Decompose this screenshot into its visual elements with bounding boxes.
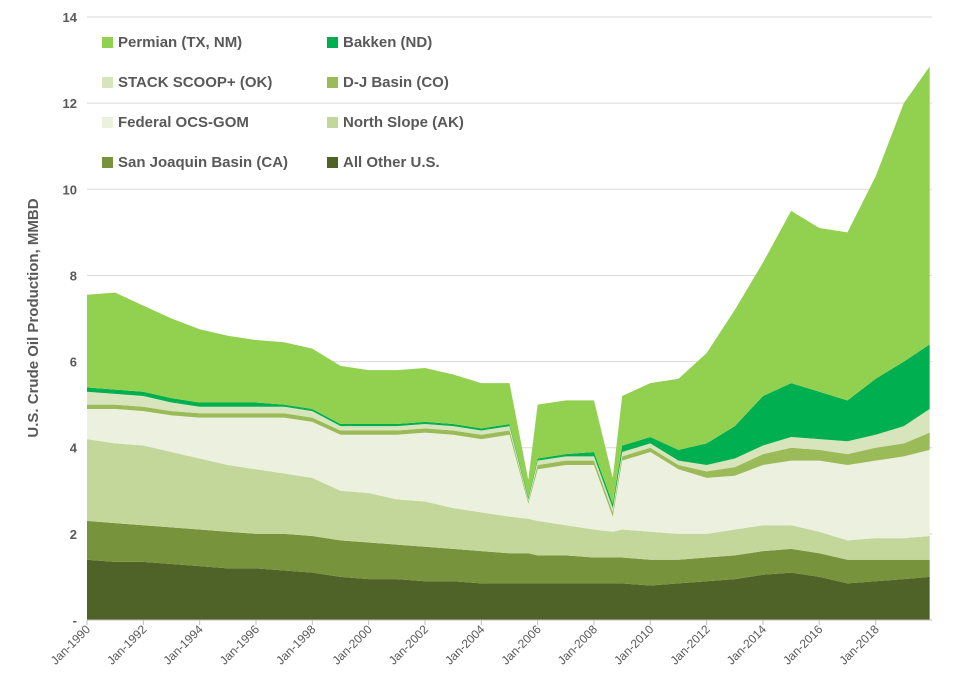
- area-federal-ocs-gom: [87, 408, 930, 541]
- y-tick-label: 2: [70, 527, 77, 542]
- legend-swatch: [327, 37, 338, 48]
- x-tick-label: Jan-2004: [442, 622, 488, 668]
- area-d-j-basin-co: [87, 404, 930, 517]
- x-tick-label: Jan-1994: [161, 622, 207, 668]
- x-tick-label: Jan-2002: [386, 622, 432, 668]
- legend-label: San Joaquin Basin (CA): [118, 154, 289, 171]
- y-tick-label: -: [73, 613, 77, 628]
- legend-label: STACK SCOOP+ (OK): [118, 74, 273, 91]
- y-tick-label: 10: [63, 182, 77, 197]
- y-tick-label: 6: [70, 355, 77, 370]
- x-tick-label: Jan-2000: [330, 622, 376, 668]
- legend-swatch: [327, 77, 338, 88]
- x-tick-label: Jan-2016: [780, 622, 826, 668]
- x-tick-label: Jan-1996: [217, 622, 263, 668]
- x-tick-label: Jan-1990: [48, 622, 94, 668]
- x-tick-label: Jan-2006: [499, 622, 545, 668]
- legend-swatch: [327, 117, 338, 128]
- legend-item: D-J Basin (CO): [327, 74, 449, 91]
- legend-label: All Other U.S.: [343, 154, 440, 171]
- area-permian-tx-nm: [87, 66, 930, 504]
- legend-swatch: [102, 37, 113, 48]
- legend-swatch: [102, 157, 113, 168]
- x-tick-label: Jan-2018: [837, 622, 883, 668]
- legend-label: Permian (TX, NM): [118, 34, 243, 51]
- legend-item: North Slope (AK): [327, 114, 464, 131]
- legend-item: STACK SCOOP+ (OK): [102, 74, 272, 91]
- legend-swatch: [327, 157, 338, 168]
- y-tick-label: 8: [70, 268, 77, 283]
- y-axis-label: U.S. Crude Oil Production, MMBD: [25, 198, 42, 437]
- legend-item: All Other U.S.: [327, 154, 440, 171]
- legend-item: Bakken (ND): [327, 34, 432, 51]
- legend-item: San Joaquin Basin (CA): [102, 154, 288, 171]
- legend-label: North Slope (AK): [343, 114, 464, 131]
- y-tick-label: 14: [63, 10, 78, 25]
- area-north-slope-ak: [87, 439, 930, 560]
- area-san-joaquin-basin-ca: [87, 520, 930, 586]
- area-all-other-u-s: [87, 559, 930, 620]
- x-tick-label: Jan-2012: [668, 622, 714, 668]
- legend-swatch: [102, 77, 113, 88]
- legend-item: Permian (TX, NM): [102, 34, 242, 51]
- x-tick-label: Jan-2008: [555, 622, 601, 668]
- legend-label: Federal OCS-GOM: [118, 114, 249, 131]
- x-tick-label: Jan-1992: [104, 622, 150, 668]
- y-tick-label: 4: [70, 441, 78, 456]
- legend-item: Federal OCS-GOM: [102, 114, 249, 131]
- x-tick-label: Jan-2014: [724, 622, 770, 668]
- y-tick-label: 12: [63, 96, 77, 111]
- area-bakken-nd: [87, 344, 930, 509]
- legend-label: Bakken (ND): [343, 34, 433, 51]
- legend-swatch: [102, 117, 113, 128]
- legend-label: D-J Basin (CO): [343, 74, 449, 91]
- area-stack-scoop-ok: [87, 391, 930, 513]
- x-tick-label: Jan-2010: [611, 622, 657, 668]
- x-tick-label: Jan-1998: [273, 622, 319, 668]
